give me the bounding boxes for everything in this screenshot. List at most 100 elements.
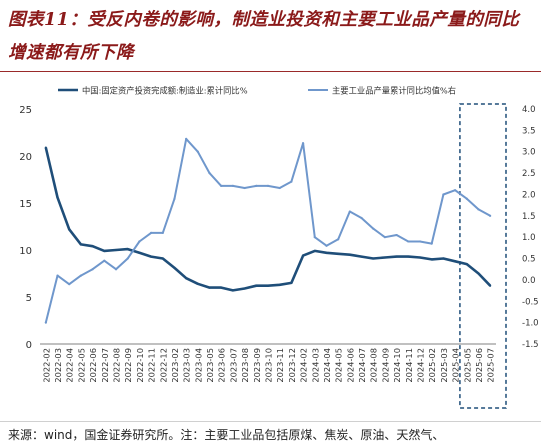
series-1-point	[231, 289, 235, 292]
x-tick-label: 2022-07	[100, 348, 110, 383]
series-2-point	[465, 197, 468, 200]
x-tick-label: 2022-02	[41, 348, 51, 383]
y-right-tick-label: -1.0	[522, 319, 539, 329]
series-line-1	[44, 147, 492, 292]
source-divider	[0, 421, 541, 422]
series-1-point	[465, 263, 468, 266]
chart-title: 图表11：受反内卷的影响，制造业投资和主要工业品产量的同比增速都有所下降	[8, 10, 520, 63]
series-2-point	[44, 321, 47, 324]
series-2-point	[231, 184, 235, 188]
y-left-tick-label: 0	[26, 340, 32, 351]
y-right-tick-label: 3.5	[522, 126, 536, 136]
series-1-point	[126, 247, 129, 251]
series-1-point	[138, 251, 141, 254]
x-tick-label: 2022-09	[123, 348, 133, 383]
series-1-point	[407, 255, 410, 258]
series-1-point	[103, 249, 106, 253]
series-1-point	[337, 252, 340, 255]
x-tick-label: 2023-09	[252, 348, 262, 383]
x-tick-label: 2024-07	[357, 348, 367, 383]
series-1-point	[68, 228, 71, 231]
series-2-point	[56, 274, 59, 277]
series-2-point	[348, 210, 351, 213]
x-tick-label: 2022-11	[147, 348, 157, 383]
x-tick-label: 2022-04	[65, 348, 75, 383]
series-2-point	[185, 137, 188, 141]
x-tick-label: 2024-12	[416, 348, 426, 383]
x-tick-label: 2022-08	[112, 348, 122, 383]
x-tick-label: 2023-08	[240, 348, 250, 383]
series-1-point	[220, 286, 223, 289]
series-2-point	[91, 268, 94, 271]
series-2-point	[313, 236, 316, 239]
series-1-point	[44, 146, 47, 149]
y-right-tick-label: -0.5	[522, 297, 539, 307]
series-2-point	[325, 244, 328, 247]
y-left-tick-label: 25	[19, 105, 32, 116]
series-2-point	[360, 216, 363, 220]
series-1-point	[266, 284, 270, 287]
x-tick-label: 2024-04	[322, 348, 332, 383]
series-1-point	[442, 257, 445, 260]
series-2-point	[418, 240, 422, 243]
y-right-tick-label: 2.5	[522, 169, 536, 179]
series-2-point	[161, 231, 164, 235]
x-tick-label: 2023-03	[182, 348, 192, 383]
y-right-tick-label: 0.0	[522, 276, 536, 286]
series-2-point	[79, 274, 83, 277]
y-right-tick-label: -1.5	[522, 340, 539, 350]
y-left-tick-label: 10	[19, 246, 32, 257]
y-right-tick-label: 0.5	[522, 255, 536, 265]
series-2-point	[301, 142, 305, 145]
x-tick-label: 2022-03	[53, 348, 63, 383]
x-tick-label: 2024-08	[369, 348, 379, 383]
series-2-point	[208, 171, 211, 175]
x-tick-label: 2024-02	[299, 348, 309, 383]
series-1-point	[360, 255, 363, 258]
series-1-point	[418, 256, 422, 259]
source-note: 来源：wind，国金证券研究所。注：主要工业品包括原煤、焦炭、原油、天然气、	[8, 428, 445, 442]
series-2-point	[68, 283, 71, 286]
x-tick-label: 2023-04	[193, 348, 203, 383]
series-1-point	[383, 256, 387, 259]
series-1-point	[161, 257, 164, 260]
x-tick-label: 2023-05	[205, 348, 215, 383]
series-1-point	[477, 272, 480, 275]
title-divider	[0, 71, 541, 72]
x-tick-label: 2024-05	[334, 348, 344, 383]
series-2-point	[103, 259, 106, 262]
x-tick-label: 2023-10	[264, 348, 274, 383]
x-tick-label: 2024-10	[392, 348, 402, 383]
x-tick-label: 2024-09	[380, 348, 390, 383]
series-1-point	[278, 283, 281, 286]
series-2-point	[149, 231, 153, 235]
chart-canvas: 0 5 10 15 20 25 -1.5 -1.0 -0.5 0.0 0.5 1.0 1.5 2.0 2.5…	[19, 86, 539, 409]
x-tick-label: 2023-07	[228, 348, 238, 383]
legend-label-2: 主要工业品产量累计同比均值%右	[332, 86, 456, 96]
x-tick-label: 2025-02	[427, 348, 437, 383]
series-1-point	[290, 281, 293, 284]
series-1-point	[255, 284, 258, 287]
x-tick-label: 2024-03	[310, 348, 320, 383]
series-1-point	[208, 286, 211, 289]
series-2-point	[489, 214, 492, 217]
x-tick-label: 2025-05	[462, 348, 472, 383]
series-1-point	[348, 253, 351, 256]
series-2-point	[138, 240, 141, 243]
y-right-tick-label: 4.0	[522, 105, 536, 115]
series-1-point	[114, 248, 118, 252]
y-right-tick-label: 1.5	[522, 212, 536, 222]
series-2-point	[372, 227, 375, 230]
series-1-point	[79, 243, 83, 246]
x-tick-label: 2023-02	[170, 348, 180, 383]
highlight-box	[459, 103, 507, 409]
x-tick-label: 2024-11	[404, 348, 414, 383]
x-tick-label: 2023-11	[275, 348, 285, 383]
series-line-2	[44, 137, 491, 323]
series-1-point	[372, 257, 375, 260]
series-1-point	[313, 249, 316, 253]
x-tick-label: 2025-06	[474, 348, 484, 383]
series-1-point	[173, 266, 176, 269]
legend-label-1: 中国:固定资产投资完成额:制造业:累计同比%	[82, 86, 248, 96]
x-tick-label: 2024-06	[345, 348, 355, 383]
